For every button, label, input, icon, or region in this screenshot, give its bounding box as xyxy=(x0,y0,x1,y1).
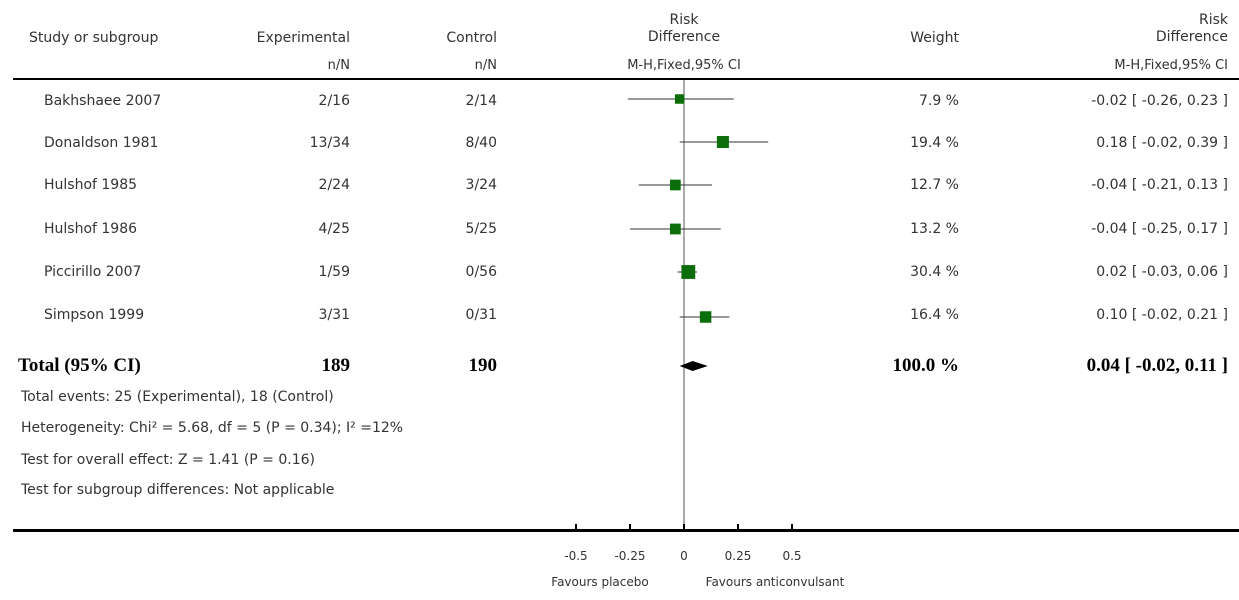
study-ctl: 8/40 xyxy=(465,135,497,151)
study-weight: 7.9 % xyxy=(918,93,959,109)
header-study: Study or subgroup xyxy=(29,30,159,46)
effect-marker xyxy=(670,179,681,191)
study-name: Hulshof 1986 xyxy=(44,221,138,237)
effect-marker xyxy=(716,135,729,149)
tick-label: 0 xyxy=(680,549,688,563)
study-exp: 3/31 xyxy=(318,307,350,323)
study-name: Simpson 1999 xyxy=(44,307,145,323)
tick-label: -0.5 xyxy=(564,549,587,563)
study-exp: 4/25 xyxy=(318,221,350,237)
header-control: Control xyxy=(446,30,497,46)
study-exp: 13/34 xyxy=(309,135,350,151)
footnote-overall: Test for overall effect: Z = 1.41 (P = 0… xyxy=(21,452,315,468)
effect-marker xyxy=(669,223,681,235)
study-ctl: 5/25 xyxy=(465,221,497,237)
effect-marker xyxy=(674,94,685,104)
study-weight: 12.7 % xyxy=(910,177,959,193)
study-ctl: 0/31 xyxy=(465,307,497,323)
bottom-rule xyxy=(13,529,1239,532)
study-exp: 2/24 xyxy=(318,177,350,193)
study-weight: 13.2 % xyxy=(910,221,959,237)
header-rd2-top: Risk xyxy=(1198,12,1228,28)
study-exp: 2/16 xyxy=(318,93,350,109)
study-ci: 0.18 [ -0.02, 0.39 ] xyxy=(1096,135,1228,151)
header-method2: M-H,Fixed,95% CI xyxy=(1114,58,1228,73)
effect-marker xyxy=(699,311,712,323)
total-ctl: 190 xyxy=(468,355,498,376)
total-label: Total (95% CI) xyxy=(18,355,141,376)
header-method: M-H,Fixed,95% CI xyxy=(627,58,741,73)
study-name: Donaldson 1981 xyxy=(44,135,159,151)
header-ctl-sub: n/N xyxy=(474,58,497,73)
total-weight: 100.0 % xyxy=(892,355,960,376)
effect-marker xyxy=(681,265,696,279)
study-ctl: 0/56 xyxy=(465,264,497,280)
study-name: Bakhshaee 2007 xyxy=(44,93,162,109)
favours-right-label: Favours anticonvulsant xyxy=(705,575,845,589)
tick-label: 0.25 xyxy=(725,549,752,563)
study-ci: 0.02 [ -0.03, 0.06 ] xyxy=(1096,264,1228,280)
total-exp: 189 xyxy=(321,355,351,376)
total-ci: 0.04 [ -0.02, 0.11 ] xyxy=(1086,355,1228,376)
study-weight: 30.4 % xyxy=(910,264,959,280)
header-rd-bottom: Difference xyxy=(647,29,721,45)
study-ctl: 2/14 xyxy=(465,93,497,109)
header-rule xyxy=(13,78,1239,80)
footnote-heterogeneity: Heterogeneity: Chi² = 5.68, df = 5 (P = … xyxy=(21,420,404,436)
header-rd-top: Risk xyxy=(669,12,699,28)
study-ci: -0.04 [ -0.25, 0.17 ] xyxy=(1091,221,1228,237)
header-exp-sub: n/N xyxy=(327,58,350,73)
study-weight: 16.4 % xyxy=(910,307,959,323)
study-ci: 0.10 [ -0.02, 0.21 ] xyxy=(1096,307,1228,323)
footnote-events: Total events: 25 (Experimental), 18 (Con… xyxy=(21,389,334,405)
study-weight: 19.4 % xyxy=(910,135,959,151)
study-ctl: 3/24 xyxy=(465,177,497,193)
footnote-subgroup: Test for subgroup differences: Not appli… xyxy=(21,482,335,498)
study-ci: -0.04 [ -0.21, 0.13 ] xyxy=(1091,177,1228,193)
study-name: Piccirillo 2007 xyxy=(44,264,142,280)
tick-label: -0.25 xyxy=(614,549,645,563)
study-name: Hulshof 1985 xyxy=(44,177,138,193)
favours-left-label: Favours placebo xyxy=(551,575,649,589)
study-exp: 1/59 xyxy=(318,264,350,280)
header-experimental: Experimental xyxy=(256,30,350,46)
study-ci: -0.02 [ -0.26, 0.23 ] xyxy=(1091,93,1228,109)
header-rd2-bottom: Difference xyxy=(1155,29,1228,45)
tick-label: 0.5 xyxy=(782,549,801,563)
total-diamond xyxy=(679,361,708,371)
header-weight: Weight xyxy=(910,30,959,46)
